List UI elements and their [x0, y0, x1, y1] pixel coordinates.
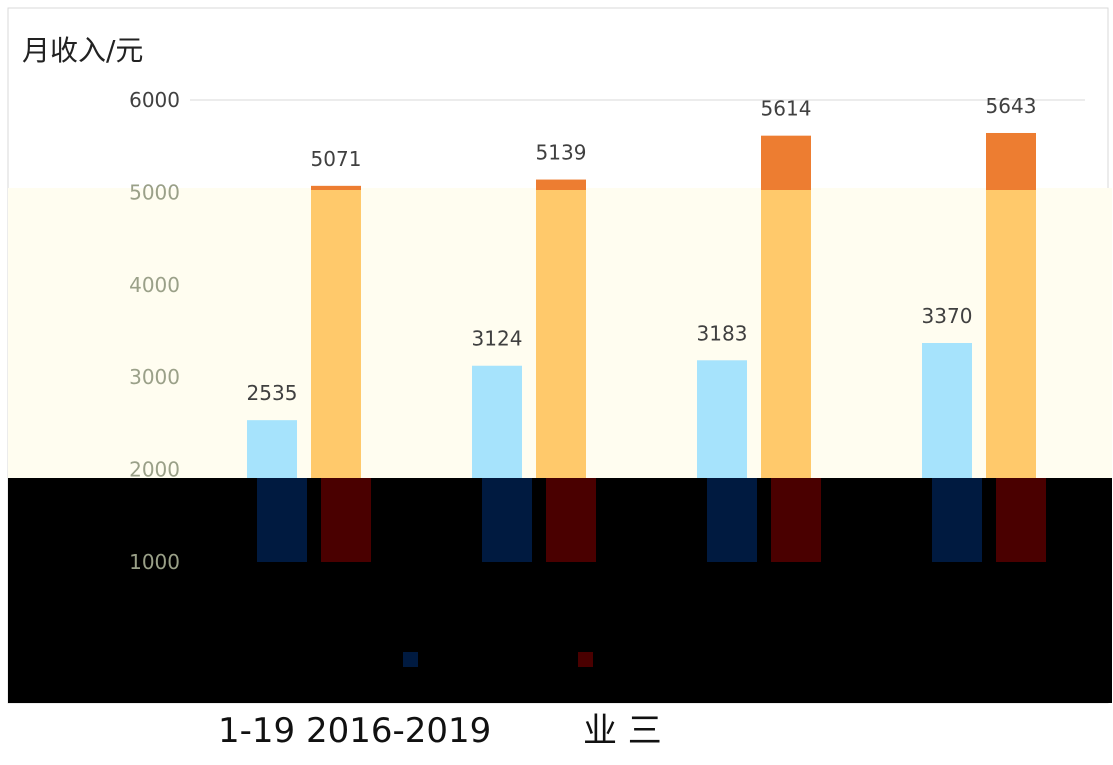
figure-caption-title: 业 三 — [583, 711, 662, 751]
value-label: 5614 — [761, 97, 812, 121]
y-tick-label: 1000 — [129, 550, 180, 574]
value-label: 5643 — [986, 94, 1037, 118]
bar-segment-top — [986, 132, 1036, 190]
bar-segment-light — [922, 343, 972, 478]
y-axis-label: 月收入/元 — [22, 34, 143, 67]
bar-segment-dark — [482, 478, 532, 562]
bar-segment-dark — [257, 478, 307, 562]
bar-segment-light — [472, 365, 522, 478]
bar-segment-dark — [707, 478, 757, 562]
value-label: 3370 — [922, 304, 973, 328]
bar-segment-light — [311, 188, 361, 478]
bar-segment-dark — [321, 478, 371, 562]
bar-segment-dark — [771, 478, 821, 562]
y-tick-label: 3000 — [129, 365, 180, 389]
bar-segment-light — [761, 188, 811, 478]
bar-segment-light — [536, 188, 586, 478]
y-tick-label: 2000 — [129, 458, 180, 482]
y-tick-label: 6000 — [129, 88, 180, 112]
bar-segment-top — [536, 179, 586, 190]
legend-swatch — [578, 652, 593, 667]
bar-segment-light — [247, 420, 297, 478]
y-tick-label: 5000 — [129, 180, 180, 204]
value-label: 2535 — [247, 381, 298, 405]
bar-segment-dark — [932, 478, 982, 562]
legend — [403, 652, 593, 667]
bar-segment-light — [697, 360, 747, 478]
bar-segment-dark — [546, 478, 596, 562]
bar-segment-dark — [996, 478, 1046, 562]
bar-segment-light — [986, 188, 1036, 478]
bar-segment-top — [311, 185, 361, 190]
value-labels: 2535 5071 3124 5139 3183 5614 3370 5643 — [247, 94, 1037, 405]
bar-segment-top — [761, 135, 811, 190]
figure-caption-number: 1-19 2016-2019 — [218, 711, 491, 751]
y-axis-ticks: 6000 5000 4000 3000 2000 1000 — [129, 88, 180, 574]
value-label: 3183 — [697, 321, 748, 345]
value-label: 5071 — [311, 147, 362, 171]
bars — [247, 132, 1046, 562]
value-label: 5139 — [536, 141, 587, 165]
legend-swatch — [403, 652, 418, 667]
value-label: 3124 — [472, 327, 523, 351]
y-tick-label: 4000 — [129, 273, 180, 297]
